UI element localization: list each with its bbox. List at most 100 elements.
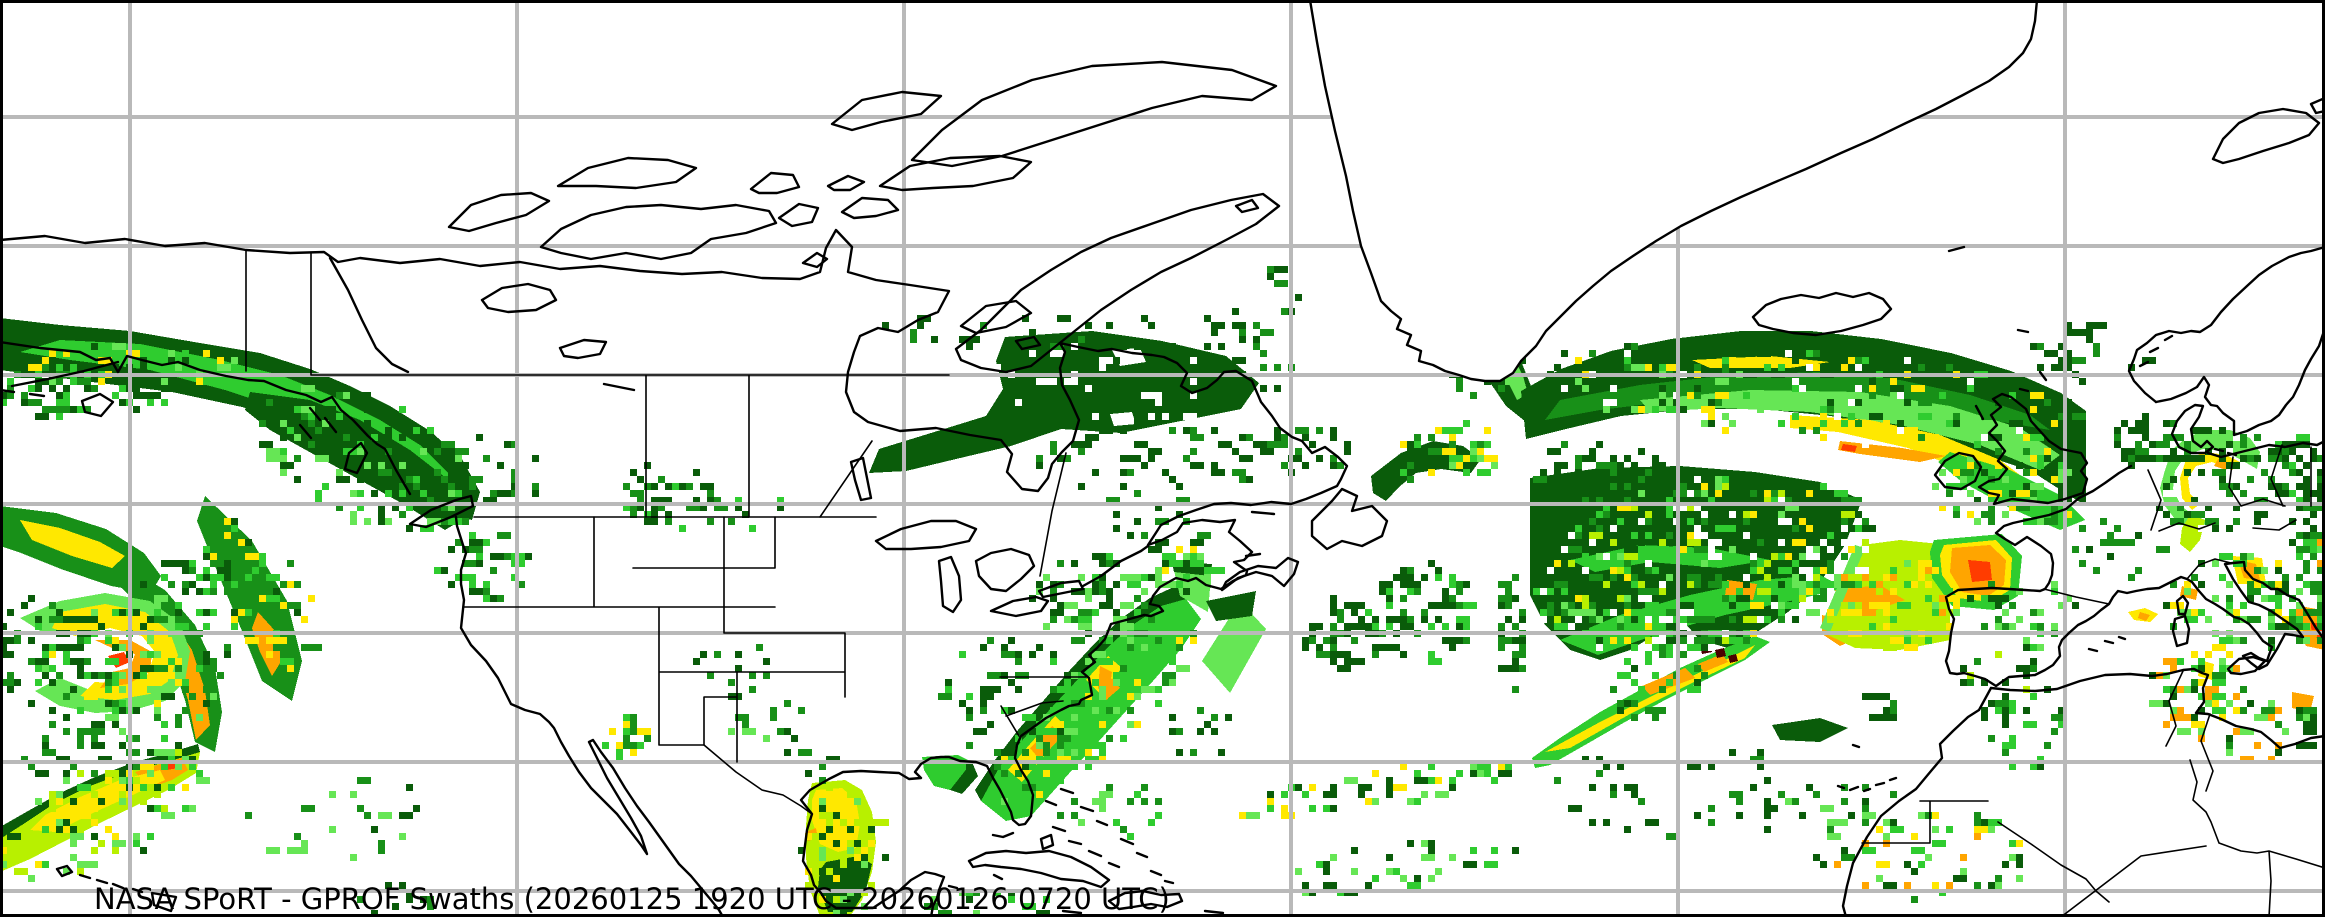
precip-pixel (1267, 791, 1274, 798)
precip-pixel (1624, 826, 1631, 833)
precip-pixel (1932, 812, 1939, 819)
precip-pixel (1701, 763, 1708, 770)
precip-pixel (1547, 448, 1554, 455)
precip-pixel (1764, 812, 1771, 819)
precip-pixel (112, 672, 119, 679)
precip-pixel (1820, 378, 1827, 385)
precip-pixel (1645, 518, 1652, 525)
precip-pixel (1778, 560, 1785, 567)
precip-pixel (2191, 616, 2198, 623)
precip-pixel (1771, 497, 1778, 504)
precip-pixel (1134, 490, 1141, 497)
precip-pixel (980, 322, 987, 329)
precip-pixel (1596, 497, 1603, 504)
precip-pixel (1841, 525, 1848, 532)
precip-pixel (1638, 588, 1645, 595)
precip-pixel (70, 378, 77, 385)
precip-pixel (364, 812, 371, 819)
precip-pixel (189, 763, 196, 770)
precip-pixel (1876, 602, 1883, 609)
precip-pixel (1624, 784, 1638, 791)
precip-pixel (210, 546, 217, 553)
precip-pixel (1071, 560, 1078, 567)
precip-pixel (2219, 574, 2226, 581)
precip-pixel (1491, 462, 1498, 469)
precip-pixel (1148, 322, 1155, 329)
precip-pixel (476, 588, 483, 595)
florida-keys (991, 831, 1015, 839)
precip-pixel (1358, 658, 1365, 665)
precip-pixel (2156, 504, 2163, 511)
precip-pixel (462, 511, 469, 518)
precip-pixel (1407, 567, 1414, 574)
precip-pixel (1876, 588, 1883, 595)
precip-pixel (1372, 875, 1379, 882)
precip-pixel (112, 686, 119, 693)
precip-pixel (2002, 721, 2009, 728)
precip-pixel (77, 616, 91, 623)
precip-pixel (1981, 392, 1995, 399)
precip-pixel (336, 469, 343, 476)
precip-pixel (2275, 567, 2282, 574)
precip-pixel (1428, 560, 1435, 567)
precip-pixel (1596, 616, 1603, 623)
precip-pixel (1470, 455, 1477, 462)
precip-pixel (2030, 658, 2037, 665)
precip-pixel (1400, 651, 1407, 658)
precip-pixel (1743, 602, 1750, 609)
precip-pixel (2261, 469, 2268, 476)
precip-pixel (2198, 679, 2205, 686)
precip-pixel (112, 700, 119, 707)
precip-pixel (1890, 581, 1897, 588)
precip-pixel (273, 448, 280, 455)
precip-pixel (2275, 441, 2282, 448)
precip-pixel (1729, 749, 1736, 756)
precip-pixel (1505, 602, 1512, 609)
precip-pixel (1498, 637, 1505, 644)
precip-pixel (469, 581, 476, 588)
precip-pixel (2170, 693, 2177, 700)
precip-pixel (644, 518, 658, 525)
precip-pixel (1316, 455, 1323, 462)
precip-pixel (1582, 553, 1589, 560)
precip-pixel (2296, 714, 2303, 721)
precip-pixel (2163, 602, 2170, 609)
melville-island (556, 156, 698, 190)
precip-pixel (1708, 637, 1715, 644)
precip-pixel (511, 476, 518, 483)
precip-pixel (1715, 378, 1729, 385)
precip-pixel (2296, 546, 2303, 553)
precip-pixel (2163, 700, 2170, 707)
precip-pixel (1456, 462, 1463, 469)
precip-pixel (1211, 567, 1225, 574)
precip-pixel (378, 448, 385, 455)
precip-pixel (1631, 616, 1638, 623)
precip-pixel (2177, 707, 2184, 714)
precip-pixel (728, 518, 735, 525)
precip-pixel (2226, 462, 2233, 469)
precip-pixel (203, 623, 210, 630)
precip-pixel (1316, 644, 1323, 651)
precip-pixel (1995, 434, 2002, 441)
precip-pixel (42, 651, 49, 658)
precip-pixel (1799, 588, 1806, 595)
precip-pixel (2247, 588, 2261, 595)
precip-pixel (1106, 588, 1113, 595)
precip-pixel (2310, 714, 2317, 721)
precip-pixel (1092, 588, 1099, 595)
precip-pixel (826, 868, 833, 875)
precip-pixel (1771, 553, 1778, 560)
precip-pixel (1841, 497, 1855, 504)
precip-pixel (2009, 707, 2016, 714)
precip-pixel (1953, 609, 1960, 616)
precip-pixel (1015, 735, 1022, 742)
precip-pixel (1974, 819, 1981, 826)
precip-pixel (2058, 469, 2065, 476)
precip-pixel (364, 392, 371, 399)
precip-pixel (1904, 357, 1911, 364)
precip-pixel (1372, 623, 1379, 630)
precip-pixel (1113, 819, 1120, 826)
precip-pixel (336, 476, 343, 483)
precip-pixel (2233, 637, 2240, 644)
precip-pixel (1708, 511, 1715, 518)
